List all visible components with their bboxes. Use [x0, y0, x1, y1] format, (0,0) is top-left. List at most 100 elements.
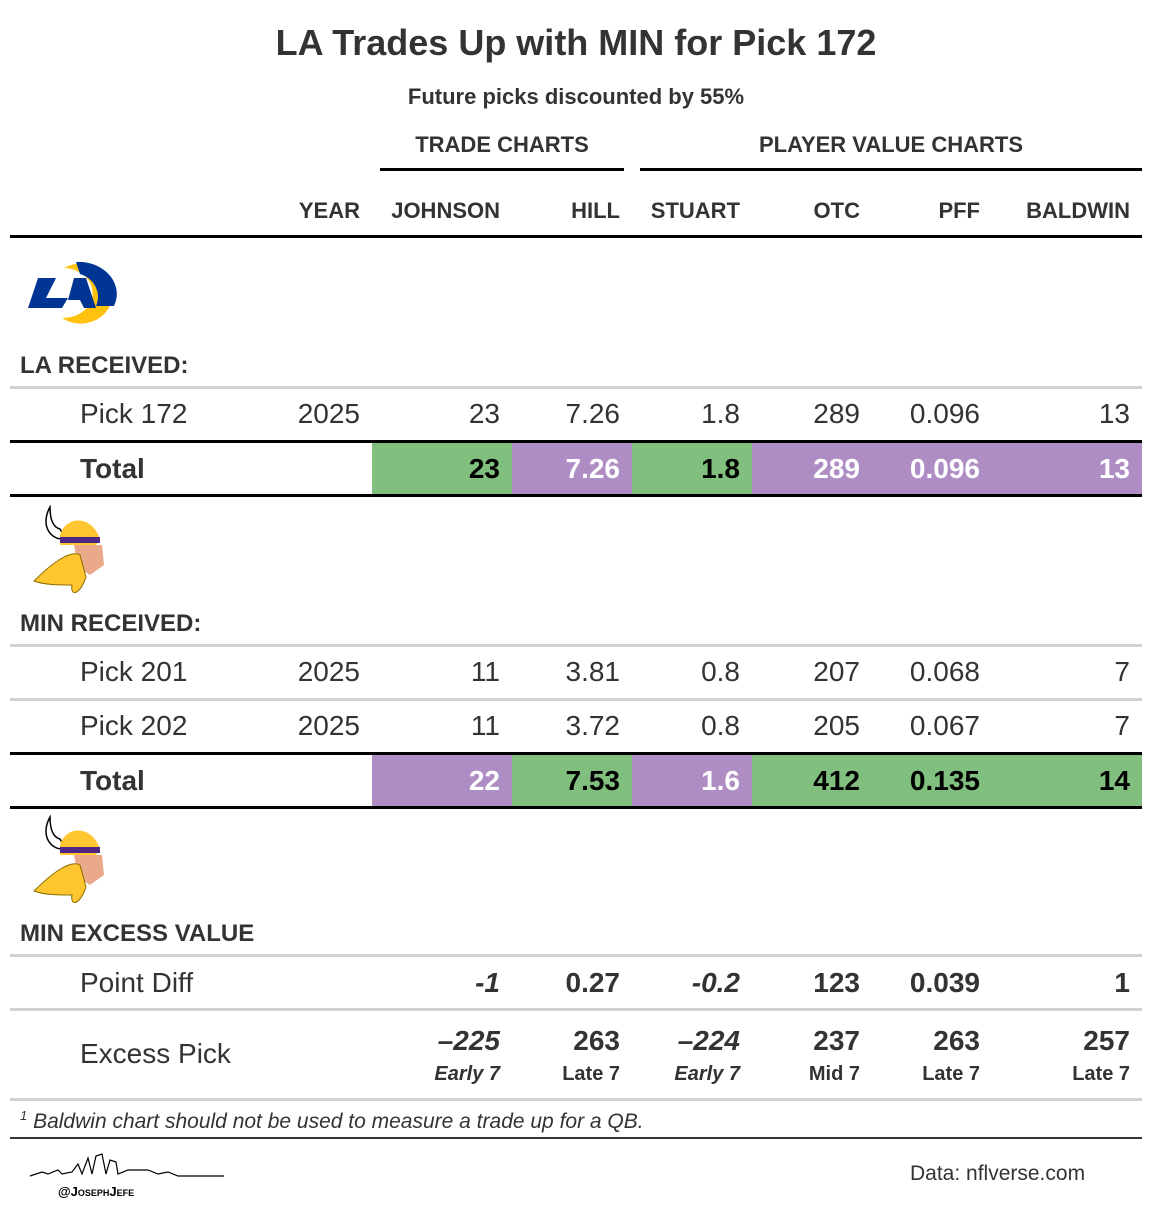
excess-pick-round: Early 7	[674, 1062, 740, 1085]
excess-pick-value: 263	[933, 1024, 980, 1056]
section-label-la: LA RECEIVED:	[20, 352, 189, 379]
la-rams-logo	[28, 261, 117, 324]
excess-pick-value: –224	[677, 1024, 740, 1056]
cell-stuart: 0.8	[701, 656, 740, 687]
row-divider	[10, 1008, 1142, 1011]
total-divider	[10, 752, 1142, 755]
excess-pick-hill: 263 Late 7	[512, 1011, 632, 1097]
cell-baldwin: 7	[1114, 656, 1130, 687]
column-header-baldwin: BALDWIN	[1026, 198, 1130, 223]
cell-year	[272, 1011, 372, 1097]
excess-pick-round: Late 7	[1072, 1062, 1130, 1085]
excess-pick-round: Late 7	[562, 1062, 620, 1085]
total-divider	[10, 440, 1142, 443]
section-label-excess: MIN EXCESS VALUE	[20, 920, 255, 947]
total-row: Total 23 7.26 1.8 289 0.096 13	[10, 443, 1142, 494]
total-cell-hill: 7.26	[512, 443, 632, 494]
excess-pick-value: 237	[813, 1024, 860, 1056]
cell-otc: 205	[813, 710, 860, 741]
excess-pick-value: –225	[437, 1024, 500, 1056]
row-divider	[10, 698, 1142, 701]
row-label: Pick 201	[80, 656, 188, 687]
point-diff-row: Point Diff -1 0.27 -0.2 123 0.039 1	[10, 957, 1142, 1008]
cell-year	[272, 755, 372, 806]
total-cell-baldwin: 14	[992, 755, 1142, 806]
cell-johnson: 23	[468, 398, 500, 429]
total-label: Total	[80, 764, 145, 796]
row-label: Excess Pick	[80, 1038, 231, 1069]
cell-johnson: 11	[470, 710, 500, 741]
excess-pick-otc: 237 Mid 7	[752, 1011, 872, 1097]
cell-baldwin: 7	[1114, 710, 1130, 741]
total-row: Total 22 7.53 1.6 412 0.135 14	[10, 755, 1142, 806]
total-cell-pff: 0.096	[872, 443, 992, 494]
excess-pick-row: Excess Pick –225 Early 7 263 Late 7 –224 Early…	[10, 1011, 1142, 1097]
point-diff-baldwin: 1	[1114, 966, 1130, 998]
spanner-player-value-charts: PLAYER VALUE CHARTS	[640, 132, 1142, 171]
vikings-logo	[33, 815, 104, 903]
cell-hill: 7.26	[565, 398, 621, 429]
excess-pick-round: Mid 7	[808, 1062, 860, 1085]
section-label-min: MIN RECEIVED:	[20, 610, 202, 637]
subtitle: Future picks discounted by 55%	[407, 84, 745, 109]
table-row: Pick 201 2025 11 3.81 0.8 207 0.068 7	[10, 647, 1142, 697]
cell-year: 2025	[297, 398, 360, 429]
cell-year: 2025	[297, 710, 360, 741]
data-credit: Data: nflverse.com	[910, 1162, 1086, 1185]
column-header-stuart: STUART	[650, 198, 740, 223]
point-diff-otc: 123	[813, 966, 860, 998]
total-cell-otc: 412	[752, 755, 872, 806]
point-diff-johnson: -1	[475, 966, 500, 998]
excess-pick-round: Early 7	[434, 1062, 500, 1085]
table-row: Pick 202 2025 11 3.72 0.8 205 0.067 7	[10, 701, 1142, 751]
column-headers: YEAR JOHNSON HILL STUART OTC PFF BALDWIN	[10, 170, 1142, 236]
cell-stuart: 0.8	[701, 710, 740, 741]
excess-pick-value: 263	[573, 1024, 620, 1056]
total-cell-johnson: 22	[372, 755, 512, 806]
point-diff-hill: 0.27	[565, 966, 621, 998]
cell-year	[272, 957, 372, 1008]
spanner-trade-charts: TRADE CHARTS	[380, 132, 624, 171]
cell-year: 2025	[297, 656, 360, 687]
column-header-johnson: JOHNSON	[391, 198, 500, 223]
column-header-otc: OTC	[813, 198, 860, 223]
excess-pick-johnson: –225 Early 7	[372, 1011, 512, 1097]
total-cell-hill: 7.53	[512, 755, 632, 806]
author-handle: @JosephJefe	[58, 1184, 135, 1199]
column-header-pff: PFF	[938, 198, 980, 223]
excess-pick-round: Late 7	[922, 1062, 980, 1085]
point-diff-pff: 0.039	[909, 966, 980, 998]
cell-pff: 0.068	[909, 656, 980, 687]
cell-otc: 289	[813, 398, 860, 429]
row-label: Pick 172	[80, 398, 188, 429]
column-header-year: YEAR	[298, 198, 360, 223]
row-label: Point Diff	[80, 966, 194, 998]
total-divider	[10, 806, 1142, 809]
row-label: Pick 202	[80, 710, 188, 741]
vikings-logo	[33, 505, 104, 593]
total-cell-johnson: 23	[372, 443, 512, 494]
total-label: Total	[80, 452, 145, 484]
footnote: 1 Baldwin chart should not be used to me…	[20, 1108, 644, 1133]
excess-pick-stuart: –224 Early 7	[632, 1011, 752, 1097]
cell-otc: 207	[813, 656, 860, 687]
header-blank	[10, 170, 272, 236]
total-cell-stuart: 1.8	[632, 443, 752, 494]
cell-stuart: 1.8	[701, 398, 740, 429]
total-cell-baldwin: 13	[992, 443, 1142, 494]
cell-baldwin: 13	[1098, 398, 1130, 429]
cell-hill: 3.72	[565, 710, 621, 741]
total-cell-otc: 289	[752, 443, 872, 494]
point-diff-stuart: -0.2	[691, 966, 740, 998]
cell-hill: 3.81	[565, 656, 621, 687]
excess-pick-pff: 263 Late 7	[872, 1011, 992, 1097]
cell-pff: 0.067	[909, 710, 980, 741]
total-cell-pff: 0.135	[872, 755, 992, 806]
excess-pick-value: 257	[1083, 1024, 1130, 1056]
column-header-hill: HILL	[571, 198, 620, 223]
skyline-logo	[29, 1153, 224, 1177]
cell-johnson: 11	[470, 656, 500, 687]
total-cell-stuart: 1.6	[632, 755, 752, 806]
cell-pff: 0.096	[909, 398, 980, 429]
total-divider	[10, 494, 1142, 497]
